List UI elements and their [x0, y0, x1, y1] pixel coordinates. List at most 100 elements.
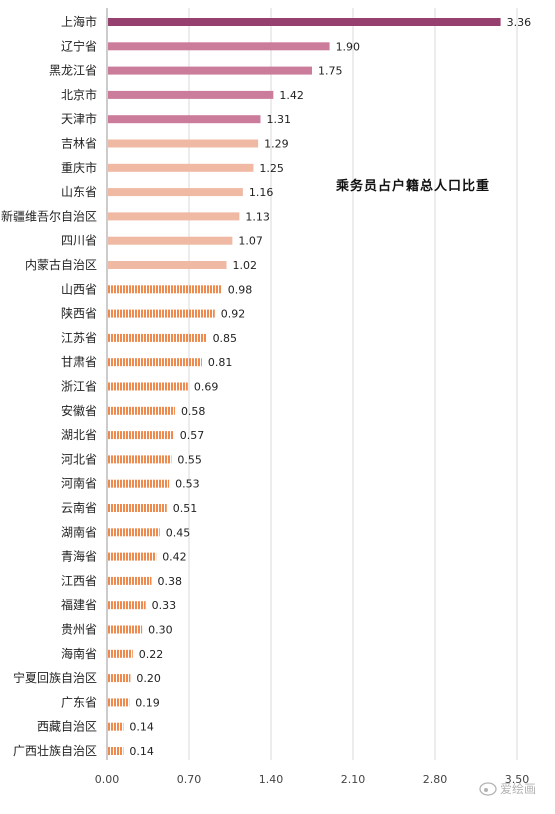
category-label: 甘肃省: [61, 355, 97, 369]
category-label: 广东省: [61, 695, 97, 709]
data-label: 0.42: [162, 551, 187, 564]
data-label: 0.98: [228, 283, 253, 296]
value-labels: 3.36 1.90 1.75 1.42 1.31 1.29 1.25 1.16 1.13 1.07…: [129, 16, 531, 758]
data-label: 0.92: [221, 308, 246, 321]
data-label: 1.29: [264, 138, 289, 151]
bar: [108, 649, 133, 658]
data-label: 1.02: [232, 259, 257, 272]
category-label: 云南省: [61, 500, 97, 515]
data-label: 0.85: [213, 332, 238, 345]
bar: [108, 528, 160, 537]
bar: [108, 625, 143, 634]
bar: [108, 333, 207, 342]
bar: [108, 261, 227, 269]
bar: [108, 285, 222, 294]
category-label: 宁夏回族自治区: [13, 670, 97, 685]
data-label: 0.51: [173, 502, 198, 515]
bar: [108, 504, 167, 512]
category-label: 西藏自治区: [37, 720, 97, 734]
bar: [108, 42, 330, 51]
watermark-text: 爱绘画: [500, 781, 536, 796]
category-label: 浙江省: [61, 380, 97, 394]
category-label: 吉林省: [61, 137, 97, 151]
x-axis-tick-labels: 0.00 0.70 1.40 2.10 2.80 3.50: [95, 773, 530, 786]
category-label: 贵州省: [61, 623, 97, 637]
category-label: 河南省: [61, 476, 97, 491]
bar: [108, 455, 172, 464]
data-label: 0.69: [194, 381, 219, 394]
x-tick-label: 0.00: [95, 773, 120, 786]
bar: [108, 747, 124, 755]
x-tick-label: 3.50: [505, 773, 530, 786]
bar: [108, 188, 243, 197]
data-label: 0.30: [148, 624, 173, 637]
data-label: 1.16: [249, 186, 274, 199]
data-label: 0.22: [139, 648, 164, 661]
x-tick-label: 1.40: [259, 773, 284, 786]
x-tick-label: 2.10: [341, 773, 366, 786]
bar: [108, 576, 152, 585]
bar: [108, 358, 202, 367]
category-label: 天津市: [61, 111, 97, 126]
category-label: 湖南省: [61, 524, 97, 539]
bar: [108, 212, 240, 221]
data-label: 1.13: [245, 210, 270, 223]
category-label: 陕西省: [61, 306, 97, 321]
data-label: 0.33: [152, 599, 177, 612]
bar: [108, 139, 259, 148]
bar: [108, 601, 146, 610]
category-label: 青海省: [61, 549, 97, 564]
category-label: 新疆维吾尔自治区: [1, 208, 97, 223]
data-label: 0.20: [136, 672, 161, 685]
category-label: 江西省: [61, 574, 97, 588]
category-label: 安徽省: [61, 403, 97, 418]
data-label: 0.53: [175, 478, 200, 491]
category-label: 江苏省: [61, 331, 97, 345]
data-label: 0.14: [129, 745, 154, 758]
category-label: 北京市: [61, 87, 97, 102]
bars: [108, 18, 501, 755]
data-label: 1.75: [318, 65, 343, 78]
bar: [108, 406, 175, 415]
data-label: 0.57: [180, 429, 205, 442]
data-label: 0.19: [135, 696, 160, 709]
category-label: 重庆市: [61, 160, 97, 175]
category-label: 福建省: [61, 597, 97, 612]
bar: [108, 382, 188, 391]
bar: [108, 66, 312, 75]
data-label: 3.36: [507, 16, 531, 29]
data-label: 0.55: [177, 453, 202, 466]
data-label: 0.81: [208, 356, 233, 369]
bar: [108, 236, 233, 245]
category-label: 河北省: [61, 452, 97, 466]
bar: [108, 552, 157, 561]
bar: [108, 722, 124, 731]
category-label: 广西壮族自治区: [13, 744, 97, 758]
x-tick-label: 0.70: [177, 773, 202, 786]
gridlines: [106, 8, 518, 760]
chart-title: 乘务员占户籍总人口比重: [335, 178, 490, 194]
category-label: 山西省: [61, 282, 97, 296]
x-tick-label: 2.80: [423, 773, 448, 786]
category-label: 上海市: [61, 14, 97, 29]
category-label: 四川省: [61, 234, 97, 248]
bar: [108, 90, 274, 99]
data-label: 0.58: [181, 405, 206, 418]
bar: [108, 674, 131, 683]
data-label: 1.90: [336, 40, 361, 53]
category-label: 海南省: [61, 646, 97, 661]
data-label: 1.42: [279, 89, 304, 102]
category-label: 辽宁省: [61, 38, 97, 53]
category-labels: 上海市辽宁省黑龙江省北京市天津市吉林省重庆市山东省新疆维吾尔自治区四川省内蒙古自…: [1, 14, 97, 758]
category-label: 黑龙江省: [49, 64, 97, 78]
data-label: 1.31: [266, 113, 291, 126]
bar: [108, 479, 170, 488]
bar: [108, 431, 174, 440]
watermark: 爱绘画: [479, 781, 536, 796]
bar: [108, 115, 261, 124]
weibo-icon: [479, 782, 497, 796]
category-label: 山东省: [61, 185, 97, 199]
bar: [108, 18, 501, 26]
data-label: 1.07: [238, 235, 262, 248]
